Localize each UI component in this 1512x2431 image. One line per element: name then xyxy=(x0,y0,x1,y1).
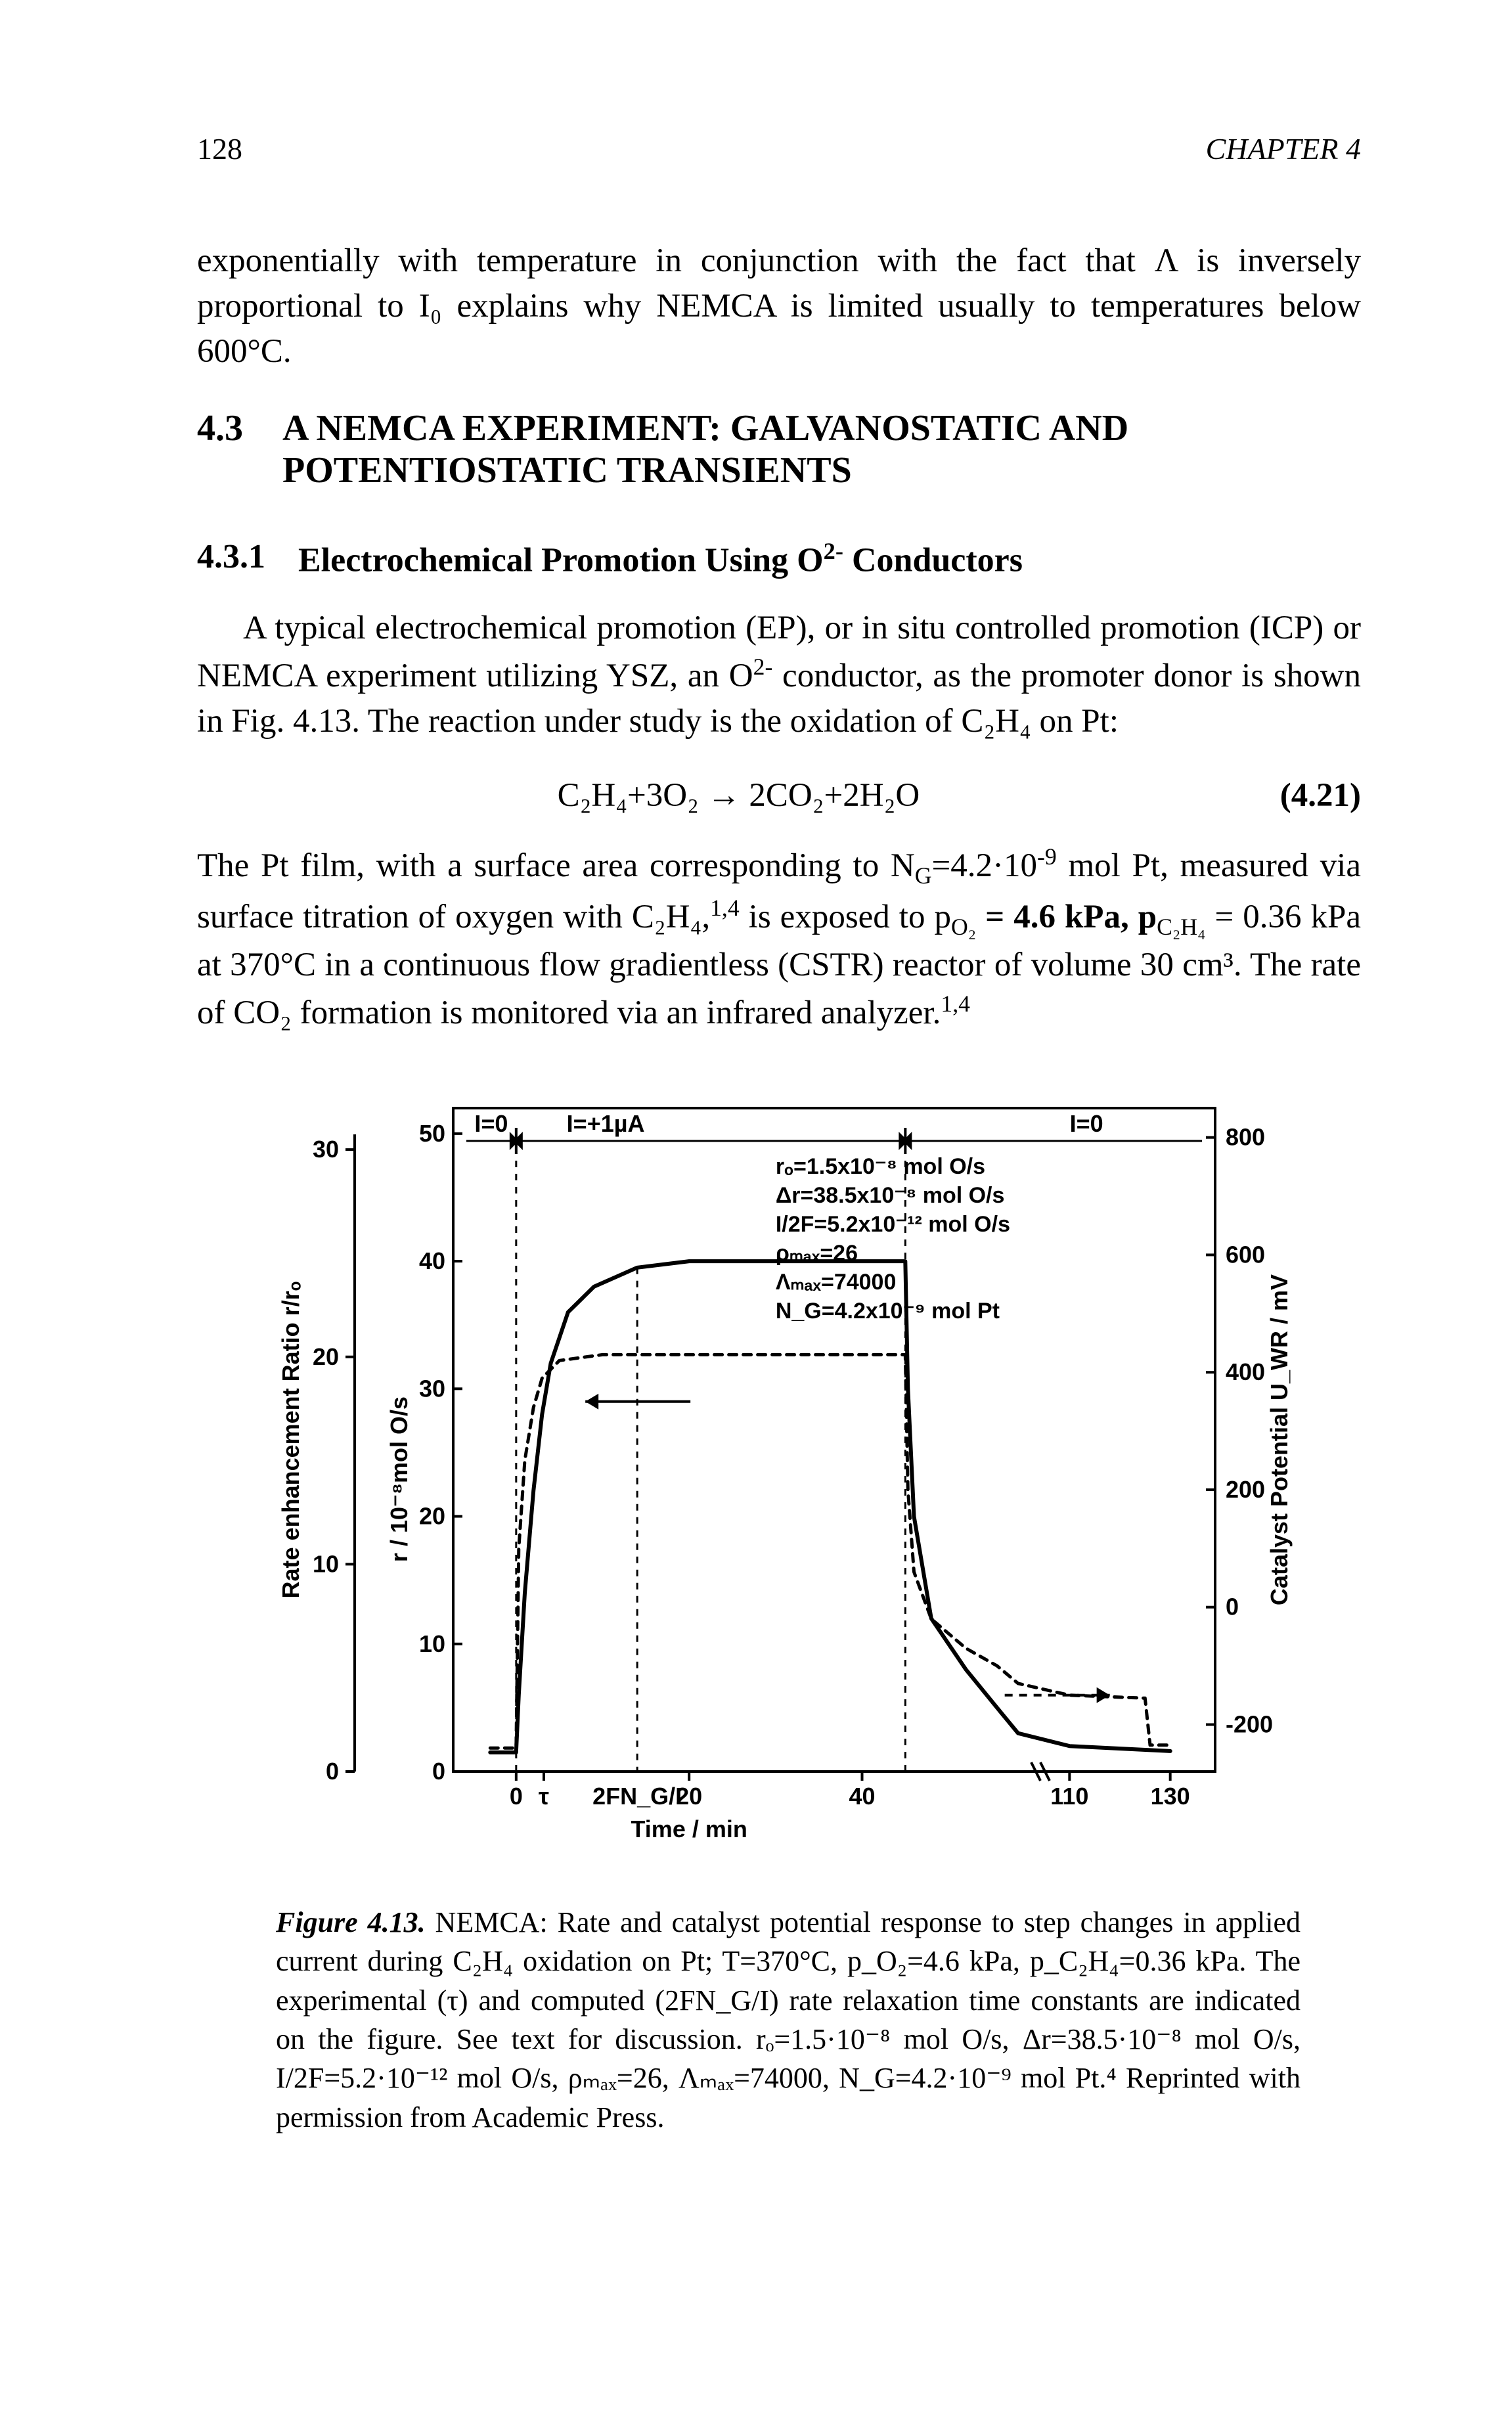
paragraph-2: The Pt film, with a surface area corresp… xyxy=(197,841,1361,1035)
svg-text:20: 20 xyxy=(419,1502,445,1529)
svg-text:400: 400 xyxy=(1226,1358,1265,1385)
svg-text:10: 10 xyxy=(419,1630,445,1657)
section-title: A NEMCA EXPERIMENT: GALVANOSTATIC AND PO… xyxy=(282,407,1361,491)
p2d: -9 xyxy=(1037,843,1057,870)
svg-text:20: 20 xyxy=(313,1343,339,1370)
svg-text:r / 10⁻⁸mol O/s: r / 10⁻⁸mol O/s xyxy=(386,1396,412,1562)
svg-text:Time / min: Time / min xyxy=(631,1816,747,1842)
svg-text:ρₘₐₓ=26: ρₘₐₓ=26 xyxy=(776,1241,858,1266)
figure-caption-text: NEMCA: Rate and catalyst potential respo… xyxy=(276,1906,1301,2133)
svg-text:30: 30 xyxy=(313,1136,339,1163)
svg-text:130: 130 xyxy=(1151,1783,1190,1810)
equation-row: C₂H₄+3O₂ → 2CO₂+2H₂O (4.21) xyxy=(197,776,1361,814)
chapter-label: CHAPTER 4 xyxy=(1206,131,1361,166)
equation-text: C₂H₄+3O₂ → 2CO₂+2H₂O xyxy=(197,776,1280,814)
p2i: = 4.6 kPa, p xyxy=(976,899,1157,935)
svg-text:50: 50 xyxy=(419,1120,445,1147)
svg-text:I=0: I=0 xyxy=(474,1110,508,1137)
page-header: 128 CHAPTER 4 xyxy=(197,131,1361,166)
section-heading: 4.3 A NEMCA EXPERIMENT: GALVANOSTATIC AN… xyxy=(197,407,1361,491)
svg-text:40: 40 xyxy=(419,1247,445,1274)
p2h: O₂ xyxy=(951,914,976,940)
svg-text:10: 10 xyxy=(313,1550,339,1577)
svg-text:110: 110 xyxy=(1050,1783,1088,1810)
figure-caption: Figure 4.13. NEMCA: Rate and catalyst po… xyxy=(276,1903,1301,2137)
section-number: 4.3 xyxy=(197,407,243,491)
svg-text:800: 800 xyxy=(1226,1124,1265,1151)
svg-text:N_G=4.2x10⁻⁹ mol Pt: N_G=4.2x10⁻⁹ mol Pt xyxy=(776,1299,1000,1324)
subsection-number: 4.3.1 xyxy=(197,537,265,579)
intro-paragraph: exponentially with temperature in conjun… xyxy=(197,238,1361,374)
subsection-heading: 4.3.1 Electrochemical Promotion Using O2… xyxy=(197,537,1361,579)
svg-text:30: 30 xyxy=(419,1375,445,1402)
subsection-title-b: Conductors xyxy=(843,541,1023,579)
p2f: 1,4 xyxy=(710,895,740,921)
p2c: =4.2·10 xyxy=(932,847,1038,884)
svg-text:40: 40 xyxy=(849,1783,875,1810)
svg-text:0: 0 xyxy=(432,1758,445,1785)
subsection-title-a: Electrochemical Promotion Using O xyxy=(298,541,824,579)
svg-text:-200: -200 xyxy=(1226,1710,1273,1737)
equation-number: (4.21) xyxy=(1280,776,1361,814)
svg-text:600: 600 xyxy=(1226,1241,1265,1268)
svg-text:τ: τ xyxy=(539,1783,549,1810)
svg-text:0: 0 xyxy=(326,1758,339,1785)
page-number: 128 xyxy=(197,131,242,166)
svg-text:Λₘₐₓ=74000: Λₘₐₓ=74000 xyxy=(776,1270,897,1295)
p2g: is exposed to p xyxy=(740,899,951,935)
paragraph-1: A typical electrochemical promotion (EP)… xyxy=(197,606,1361,744)
svg-text:0: 0 xyxy=(510,1783,523,1810)
p2l: 1,4 xyxy=(941,991,970,1017)
subsection-title: Electrochemical Promotion Using O2- Cond… xyxy=(298,537,1023,579)
paragraph-1-sup: 2- xyxy=(753,654,773,680)
svg-text:200: 200 xyxy=(1226,1476,1265,1503)
svg-text:Δr=38.5x10⁻⁸ mol O/s: Δr=38.5x10⁻⁸ mol O/s xyxy=(776,1183,1005,1208)
svg-text:I=0: I=0 xyxy=(1070,1110,1103,1137)
p2j: C₂H₄ xyxy=(1157,914,1205,940)
figure-block: 0 10 20 30 Rate enhancement Ratio r/rₒ 0 10 20 3… xyxy=(276,1069,1301,2137)
svg-text:I=+1µA: I=+1µA xyxy=(567,1110,645,1137)
svg-text:rₒ=1.5x10⁻⁸ mol O/s: rₒ=1.5x10⁻⁸ mol O/s xyxy=(776,1154,985,1179)
page: 128 CHAPTER 4 exponentially with tempera… xyxy=(0,0,1512,2431)
svg-text:Rate enhancement Ratio r/rₒ: Rate enhancement Ratio r/rₒ xyxy=(277,1281,304,1598)
svg-text:0: 0 xyxy=(1226,1594,1239,1620)
p2a: The Pt film, with a surface area corresp… xyxy=(197,847,915,884)
subsection-title-sup: 2- xyxy=(824,538,843,564)
p2b: G xyxy=(915,863,932,889)
figure-label: Figure 4.13. xyxy=(276,1906,426,1938)
svg-text:I/2F=5.2x10⁻¹² mol O/s: I/2F=5.2x10⁻¹² mol O/s xyxy=(776,1212,1010,1237)
svg-text:Catalyst Potential U_WR / mV: Catalyst Potential U_WR / mV xyxy=(1266,1274,1293,1605)
svg-text:2FN_G/I: 2FN_G/I xyxy=(592,1783,682,1810)
figure-plot: 0 10 20 30 Rate enhancement Ratio r/rₒ 0 10 20 3… xyxy=(276,1069,1301,1870)
